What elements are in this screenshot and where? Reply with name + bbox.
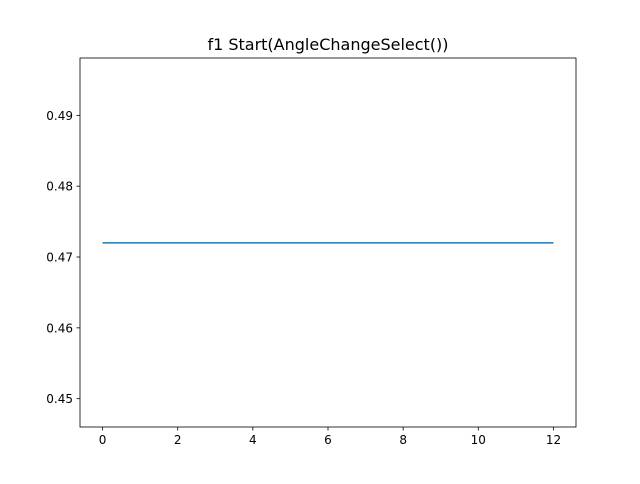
x-tick-label: 10 <box>471 433 486 447</box>
chart-title: f1 Start(AngleChangeSelect()) <box>207 35 448 54</box>
x-tick-label: 8 <box>399 433 407 447</box>
x-tick-label: 12 <box>546 433 561 447</box>
x-tick-label: 4 <box>249 433 257 447</box>
x-tick-label: 0 <box>99 433 107 447</box>
y-tick-label: 0.49 <box>46 109 73 123</box>
plot-area: 0 2 4 6 8 10 12 0.45 0.46 0.47 0.48 0.49 <box>46 57 577 447</box>
x-tick-label: 2 <box>174 433 182 447</box>
y-tick-label: 0.47 <box>46 251 73 265</box>
y-tick-label: 0.45 <box>46 392 73 406</box>
y-tick-label: 0.46 <box>46 321 73 335</box>
x-tick-label: 6 <box>324 433 332 447</box>
y-tick-label: 0.48 <box>46 180 73 194</box>
